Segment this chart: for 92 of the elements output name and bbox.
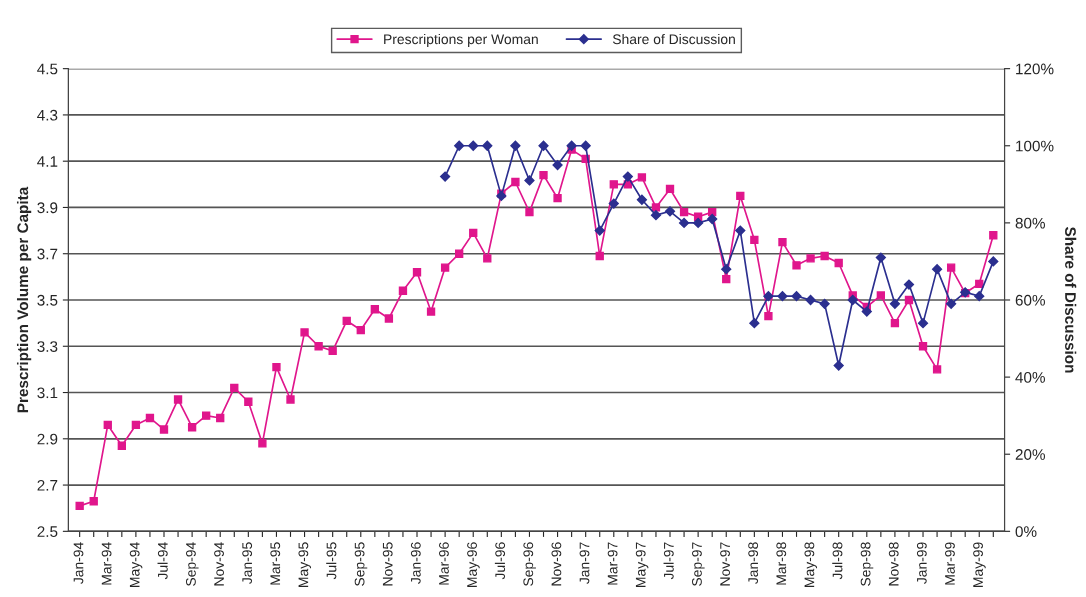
x-tick-label: Jan-94 xyxy=(73,542,84,584)
point xyxy=(678,217,690,228)
point xyxy=(566,140,577,151)
point xyxy=(777,291,788,302)
point xyxy=(735,225,746,236)
x-tick-label: Sep-97 xyxy=(692,542,705,586)
x-tick-label: Nov-95 xyxy=(382,542,393,586)
x-tick-label: Jul-95 xyxy=(326,542,337,580)
point xyxy=(510,140,521,151)
point xyxy=(496,190,507,202)
y-tick-label: 3.7 xyxy=(37,248,58,260)
y-tick-label: 2.9 xyxy=(37,433,58,445)
x-tick-label: May-99 xyxy=(973,542,986,587)
point xyxy=(693,217,704,228)
y-tick-label: 3.5 xyxy=(37,294,58,306)
y2-tick-label: 80% xyxy=(1015,217,1045,229)
point xyxy=(988,256,999,267)
point xyxy=(974,291,985,302)
y-tick-label: 4.1 xyxy=(37,156,58,167)
x-tick-label: Jan-98 xyxy=(748,542,759,584)
point xyxy=(946,298,957,309)
point xyxy=(917,318,929,329)
x-tick-label: Jan-97 xyxy=(579,542,590,584)
x-tick-label: May-98 xyxy=(804,542,818,587)
x-tick-label: Nov-94 xyxy=(214,542,224,586)
point xyxy=(861,306,872,317)
y2-tick-label: 60% xyxy=(1015,294,1045,306)
point xyxy=(608,198,619,209)
point xyxy=(749,318,760,329)
point xyxy=(819,298,830,309)
y2-tick-label: 0% xyxy=(1015,526,1037,538)
y-tick-label: 3.1 xyxy=(37,387,58,399)
x-tick-label: Nov-97 xyxy=(720,542,730,586)
point xyxy=(847,294,858,306)
y-tick-label: 2.7 xyxy=(37,479,58,491)
point xyxy=(636,194,648,205)
point xyxy=(538,140,549,151)
y2-tick-label: 100% xyxy=(1016,140,1054,152)
legend-label: Share of Discussion xyxy=(612,33,735,45)
x-tick-label: Sep-96 xyxy=(523,542,536,586)
point xyxy=(594,225,605,236)
point xyxy=(791,291,802,302)
point xyxy=(833,360,844,371)
point xyxy=(664,206,676,217)
y2-tick-label: 120% xyxy=(1016,63,1054,75)
point xyxy=(552,159,563,171)
x-tick-label: Mar-96 xyxy=(439,542,449,585)
point xyxy=(622,171,633,182)
x-tick-label: Sep-94 xyxy=(186,542,199,586)
point xyxy=(580,140,591,151)
legend-label: Prescriptions per Woman xyxy=(384,33,538,47)
x-tick-label: Jan-96 xyxy=(410,542,421,584)
point xyxy=(454,140,465,151)
y-tick-label: 4.3 xyxy=(37,109,58,121)
x-tick-label: Jul-94 xyxy=(157,542,168,580)
y2-axis-title: Share of Discussion xyxy=(1065,227,1077,373)
y2-tick-label: 40% xyxy=(1015,371,1045,383)
x-tick-label: Mar-95 xyxy=(270,542,281,585)
x-tick-label: Jul-96 xyxy=(494,542,506,580)
x-tick-label: May-94 xyxy=(129,542,143,587)
x-tick-label: Mar-99 xyxy=(945,542,955,585)
point xyxy=(763,291,774,302)
point xyxy=(721,264,732,275)
point xyxy=(524,175,535,186)
point xyxy=(889,298,901,309)
x-tick-label: May-97 xyxy=(635,542,649,587)
y-tick-label: 3.9 xyxy=(37,202,58,214)
point xyxy=(707,213,718,225)
y-tick-label: 4.5 xyxy=(37,63,58,75)
x-tick-label: Mar-94 xyxy=(101,542,112,585)
x-tick-label: Mar-97 xyxy=(607,542,618,585)
x-tick-label: Nov-96 xyxy=(551,542,562,586)
point xyxy=(468,140,479,151)
y-axis-title: Prescription Volume per Capita xyxy=(16,186,32,413)
x-tick-label: Mar-98 xyxy=(776,542,787,585)
x-tick-label: Jan-95 xyxy=(242,542,253,584)
point xyxy=(650,210,662,221)
point xyxy=(875,252,886,263)
point xyxy=(931,264,943,275)
x-tick-label: Jan-99 xyxy=(916,542,927,584)
y-tick-label: 2.5 xyxy=(37,526,58,538)
y2-tick-label: 20% xyxy=(1015,449,1045,460)
x-tick-label: Sep-95 xyxy=(354,542,368,586)
point xyxy=(440,171,451,182)
x-tick-label: May-96 xyxy=(467,542,480,587)
x-tick-label: Jul-98 xyxy=(832,542,843,580)
x-tick-label: May-95 xyxy=(298,542,312,587)
x-tick-label: Sep-98 xyxy=(860,542,874,586)
x-tick-label: Nov-98 xyxy=(888,542,899,586)
y-tick-label: 3.3 xyxy=(37,341,58,352)
point xyxy=(482,140,493,151)
x-tick-label: Jul-97 xyxy=(663,542,674,580)
